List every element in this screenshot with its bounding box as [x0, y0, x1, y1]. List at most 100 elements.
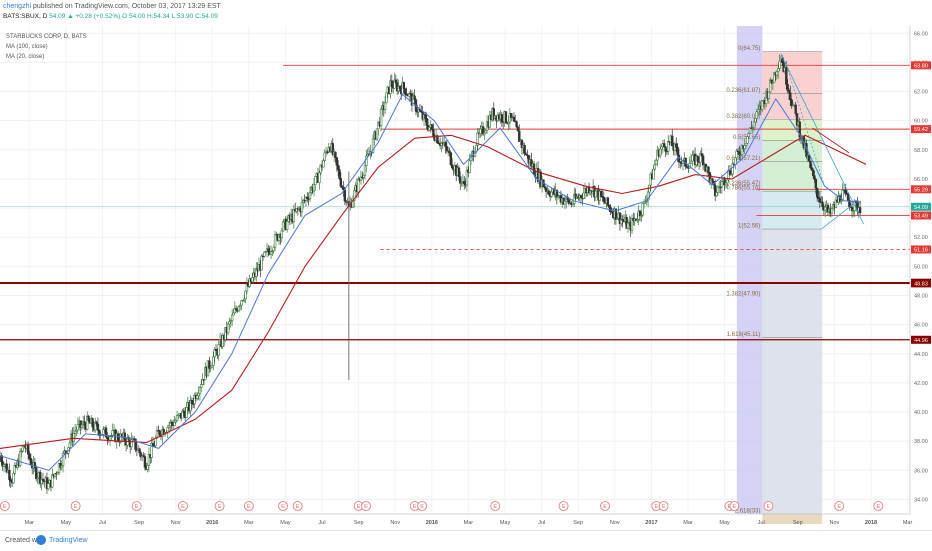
trend-line: [780, 53, 865, 225]
candle-body: [848, 199, 851, 207]
tradingview-logo-icon[interactable]: [36, 535, 46, 545]
earnings-marker-icon: [0, 501, 10, 511]
candle-body: [413, 95, 416, 101]
candle-body: [726, 179, 729, 184]
candle-body: [371, 138, 375, 153]
earnings-marker-icon: [178, 501, 188, 511]
price-tag: [911, 202, 931, 211]
candle-body: [459, 176, 462, 184]
candle-body: [730, 173, 733, 176]
candle-body: [260, 255, 263, 271]
time-tick-label: May: [719, 520, 730, 526]
author-link[interactable]: chengzhi: [3, 3, 32, 10]
candle-body: [700, 153, 703, 157]
candle-body: [21, 446, 25, 452]
earnings-marker-label: E: [357, 504, 361, 510]
candle-body: [602, 196, 606, 202]
candle-body: [781, 58, 784, 63]
price-tag-label: 54.09: [914, 205, 928, 211]
candle-body: [845, 192, 848, 195]
candle-body: [523, 144, 526, 155]
candle-body: [638, 210, 642, 217]
trend-lines[interactable]: [780, 53, 865, 229]
legend-title: STARBUCKS CORP, D, BATS: [6, 34, 87, 40]
tradingview-brand[interactable]: TradingView: [49, 537, 88, 544]
candle-body: [556, 195, 560, 198]
candle-body: [5, 463, 8, 473]
candle-body: [850, 207, 854, 211]
candle-body: [174, 420, 177, 423]
earnings-marker-label: E: [767, 504, 771, 510]
candle-body: [724, 182, 728, 186]
candle-body: [640, 214, 643, 217]
candle-body: [338, 169, 341, 179]
candle-body: [760, 100, 764, 110]
candle-body: [483, 132, 486, 135]
candle-body: [626, 222, 630, 229]
candle-body: [457, 167, 461, 177]
candle-body: [504, 111, 508, 123]
candle-body: [167, 425, 171, 428]
earnings-marker-icon: [417, 501, 427, 511]
candle-body: [86, 415, 89, 430]
candle-body: [769, 79, 772, 93]
earnings-marker-icon: [558, 501, 569, 511]
candle-body: [618, 212, 622, 225]
candle-body: [736, 150, 740, 153]
earnings-marker-label: E: [413, 504, 417, 510]
candle-body: [319, 164, 322, 174]
candle-body: [818, 198, 822, 203]
candle-body: [720, 181, 724, 188]
earnings-marker-label: E: [74, 504, 78, 510]
candle-body: [314, 176, 317, 186]
candle-body: [620, 219, 623, 225]
candle-body: [807, 155, 811, 162]
candle-body: [787, 89, 791, 94]
candle-body: [353, 190, 356, 201]
earnings-marker-icon: [243, 501, 254, 511]
price-tick-label: 62.00: [914, 90, 928, 96]
candle-body: [846, 193, 850, 201]
candle-body: [514, 120, 517, 123]
legend-ma20[interactable]: MA (20, close): [6, 54, 45, 60]
fibonacci-extension[interactable]: 0(64.75)0.236(61.87)0.382(60.09)0.5(58.6…: [726, 26, 823, 524]
candle-body: [658, 148, 662, 157]
candle-body: [500, 114, 504, 123]
earnings-marker-label: E: [296, 504, 300, 510]
price-chart[interactable]: 0(64.75)0.236(61.87)0.382(60.09)0.5(58.6…: [0, 0, 932, 530]
candle-body: [1, 461, 4, 467]
candle-body: [646, 191, 650, 201]
candle-body: [13, 465, 16, 474]
candle-body: [510, 113, 513, 119]
candle-body: [217, 344, 220, 356]
time-axis[interactable]: Mar May Jul Sep Nov 2016 Mar May Jul Sep Nov 2016 Ma…: [0, 513, 932, 526]
candle-body: [342, 187, 345, 191]
candle-body: [606, 197, 610, 206]
candle-body: [91, 418, 94, 428]
candle-body: [147, 454, 151, 466]
horizontal-lines[interactable]: [0, 64, 910, 341]
time-tick-label: Sep: [573, 520, 583, 526]
candle-body: [653, 164, 657, 170]
candle-body: [425, 118, 428, 126]
candle-body: [778, 60, 781, 69]
candle-body: [652, 168, 655, 180]
candle-body: [102, 429, 105, 435]
candle-body: [555, 190, 559, 198]
time-tick-label: Jul: [99, 520, 106, 526]
candle-body: [445, 146, 449, 152]
time-tick-label: Mar: [903, 520, 913, 526]
candle-body: [331, 143, 334, 155]
candle-body: [60, 465, 63, 468]
candle-body: [285, 221, 289, 230]
earnings-marker-icon: [131, 501, 142, 511]
candle-body: [824, 206, 827, 211]
candle-body: [87, 415, 90, 421]
price-axis[interactable]: 34.00 36.00 38.00 40.00 42.00 44.00 46.00 48.00…: [909, 26, 931, 514]
candle-body: [322, 160, 325, 168]
symbol-name: BATS:SBUX, D: [3, 13, 48, 20]
candle-body: [582, 192, 585, 199]
legend-ma100[interactable]: MA (100, close): [6, 44, 48, 50]
candle-body: [41, 478, 45, 481]
